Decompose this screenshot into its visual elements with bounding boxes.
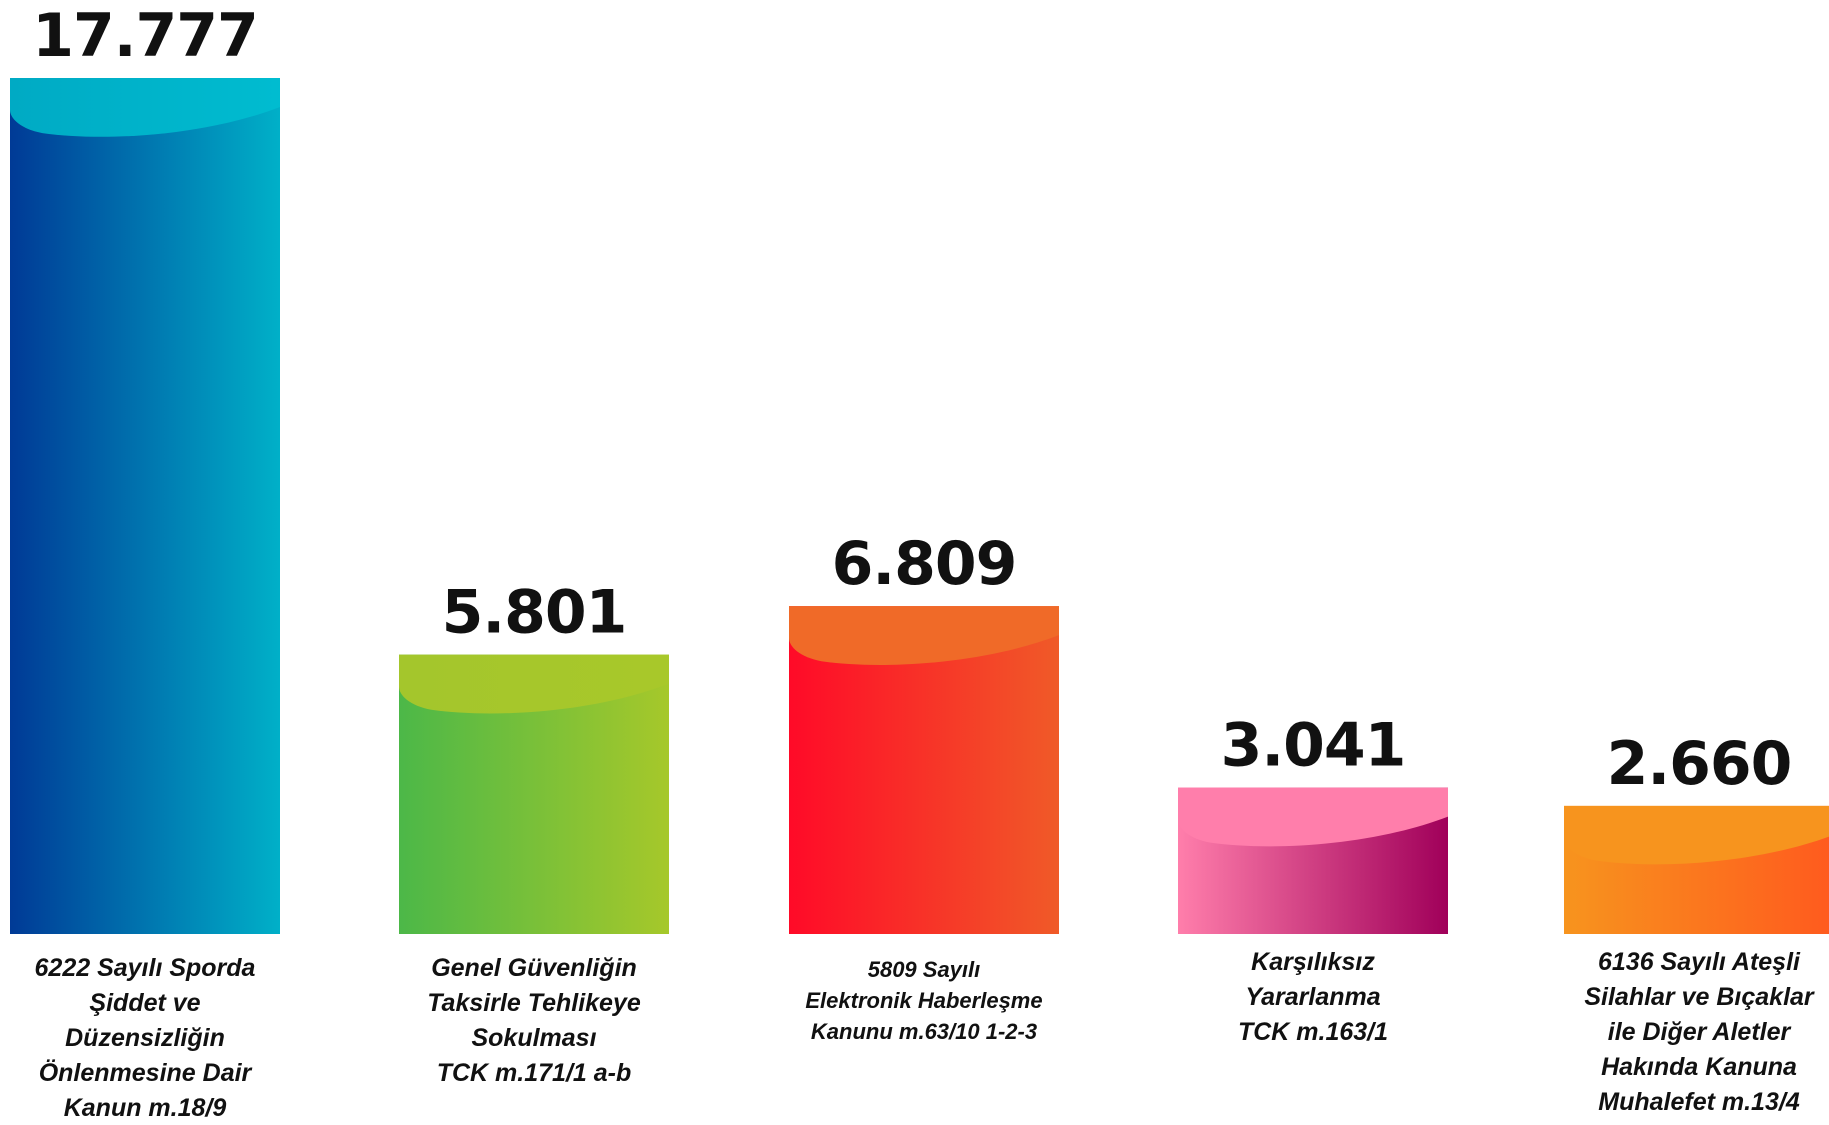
value-label-3: 6.809 — [832, 529, 1017, 599]
bar-cap-3 — [789, 606, 1059, 665]
bar-cap-2 — [399, 654, 669, 714]
category-label-3: 5809 Sayılı Elektronik Haberleşme Kanunu m… — [805, 957, 1042, 1044]
category-label-2: Genel Güvenliğin Taksirle Tehlikeye Sokulm… — [427, 954, 641, 1087]
value-label-5: 2.660 — [1607, 729, 1792, 799]
bar-cap-5 — [1564, 805, 1829, 865]
category-label-4: Karşılıksız Yararlanma TCK m.163/1 — [1238, 948, 1388, 1046]
category-label-5: 6136 Sayılı Ateşli Silahlar ve Bıçaklar il… — [1584, 948, 1815, 1116]
bar-cap-4 — [1178, 787, 1448, 847]
labels-group: 17.777 6222 Sayılı Sporda Şiddet ve Düzensi… — [32, 1, 1815, 1122]
value-label-1: 17.777 — [32, 1, 258, 71]
bar-1 — [10, 78, 280, 934]
category-label-1: 6222 Sayılı Sporda Şiddet ve Düzensizliğin… — [35, 954, 256, 1122]
bars-group — [10, 78, 1829, 934]
value-label-4: 3.041 — [1221, 711, 1406, 781]
value-label-2: 5.801 — [442, 578, 627, 648]
bar-cap-1 — [10, 78, 280, 137]
